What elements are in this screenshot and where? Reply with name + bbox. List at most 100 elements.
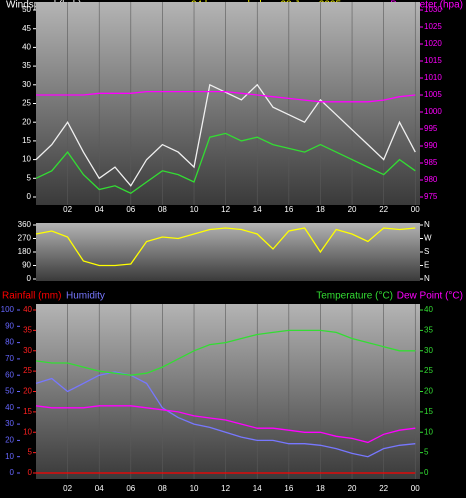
y-tick-label: 10: [22, 155, 31, 164]
y2-tick-label: 35: [424, 325, 433, 334]
legend-entry: Temperature (°C): [316, 291, 393, 302]
legend-entry: Rainfall (mm): [2, 291, 61, 302]
x-tick-label: 22: [379, 205, 388, 214]
y-tick-label: 5: [28, 448, 33, 457]
y2-tick-label: 975: [424, 192, 438, 201]
y2-tick-label: 40: [424, 305, 433, 314]
y2-tick-label: 30: [424, 346, 433, 355]
y2-tick-label: W: [424, 234, 432, 243]
plot-area: [36, 304, 420, 479]
x-tick-label: 04: [95, 484, 104, 493]
x-tick-label: 04: [95, 205, 104, 214]
y-tick-label: 180: [18, 247, 32, 256]
y-tick-label: 0: [27, 274, 32, 283]
x-tick-label: 00: [411, 205, 420, 214]
x-tick-label: 02: [63, 205, 72, 214]
y3-tick-label: 50: [5, 387, 14, 396]
y2-tick-label: 1000: [424, 107, 442, 116]
y-tick-label: 0: [27, 192, 32, 201]
series-line: [36, 90, 416, 103]
x-tick-label: 16: [284, 484, 293, 493]
x-tick-label: 12: [221, 484, 230, 493]
y2-tick-label: 10: [424, 427, 433, 436]
y2-tick-label: 980: [424, 175, 438, 184]
y2-tick-label: 1030: [424, 5, 442, 14]
series-line: [35, 83, 416, 187]
y2-tick-label: 995: [424, 124, 438, 133]
y3-tick-label: 100: [1, 305, 15, 314]
y2-tick-label: E: [424, 261, 429, 270]
x-tick-label: 12: [221, 205, 230, 214]
y2-tick-label: 5: [424, 448, 429, 457]
x-tick-label: 08: [158, 484, 167, 493]
y2-tick-label: 25: [424, 366, 433, 375]
x-tick-label: 10: [190, 484, 199, 493]
y2-tick-label: 990: [424, 141, 438, 150]
x-tick-label: 16: [284, 205, 293, 214]
y-tick-label: 20: [23, 387, 32, 396]
series-line: [35, 227, 416, 267]
plot-area: [36, 223, 420, 281]
y-tick-label: 35: [22, 61, 31, 70]
x-tick-label: 10: [190, 205, 199, 214]
y-tick-label: 15: [22, 136, 31, 145]
y2-tick-label: 1025: [424, 22, 442, 31]
x-tick-label: 06: [126, 205, 135, 214]
y2-tick-label: 0: [424, 468, 429, 477]
y2-tick-label: 1015: [424, 56, 442, 65]
y-tick-label: 30: [22, 80, 31, 89]
y2-tick-label: 1010: [424, 73, 442, 82]
series-line: [35, 329, 416, 376]
plot-area: [36, 2, 420, 205]
x-tick-label: 18: [316, 484, 325, 493]
y-tick-label: 270: [18, 234, 32, 243]
y-tick-label: 10: [23, 427, 32, 436]
y-tick-label: 360: [18, 220, 32, 229]
x-tick-label: 08: [158, 205, 167, 214]
series-line: [35, 132, 416, 195]
y2-tick-label: S: [424, 247, 429, 256]
legend-entry: Dew Point (°C): [397, 291, 463, 302]
y2-tick-label: N: [424, 220, 430, 229]
y2-tick-label: 1020: [424, 39, 442, 48]
y3-tick-label: 10: [5, 452, 14, 461]
series-line: [35, 371, 416, 458]
y3-tick-label: 40: [5, 403, 14, 412]
baro-axis-label: Barometer (hpa): [390, 0, 463, 11]
x-tick-label: 22: [379, 484, 388, 493]
y-tick-label: 40: [22, 43, 31, 52]
y3-tick-label: 70: [5, 354, 14, 363]
series-line: [35, 405, 416, 444]
x-tick-label: 20: [348, 484, 357, 493]
x-tick-label: 00: [411, 484, 420, 493]
y-tick-label: 15: [23, 407, 32, 416]
legend-entry: Humidity: [66, 291, 105, 302]
y3-tick-label: 20: [5, 436, 14, 445]
y-tick-label: 50: [22, 5, 31, 14]
y2-tick-label: 985: [424, 158, 438, 167]
y-tick-label: 20: [22, 117, 31, 126]
y-tick-label: 25: [23, 366, 32, 375]
y3-tick-label: 60: [5, 370, 14, 379]
y-tick-label: 25: [22, 99, 31, 108]
y2-tick-label: N: [424, 274, 430, 283]
y3-tick-label: 90: [5, 321, 14, 330]
y-tick-label: 0: [28, 468, 33, 477]
x-tick-label: 02: [63, 484, 72, 493]
x-tick-label: 14: [253, 205, 262, 214]
y-tick-label: 90: [22, 261, 31, 270]
x-tick-label: 14: [253, 484, 262, 493]
y-tick-label: 5: [27, 173, 32, 182]
y3-tick-label: 30: [5, 419, 14, 428]
y3-tick-label: 80: [5, 338, 14, 347]
y2-tick-label: 1005: [424, 90, 442, 99]
y2-tick-label: 20: [424, 387, 433, 396]
y-tick-label: 35: [23, 325, 32, 334]
y3-tick-label: 0: [10, 468, 15, 477]
y2-tick-label: 15: [424, 407, 433, 416]
x-tick-label: 18: [316, 205, 325, 214]
x-tick-label: 20: [348, 205, 357, 214]
y-tick-label: 30: [23, 346, 32, 355]
x-tick-label: 06: [126, 484, 135, 493]
